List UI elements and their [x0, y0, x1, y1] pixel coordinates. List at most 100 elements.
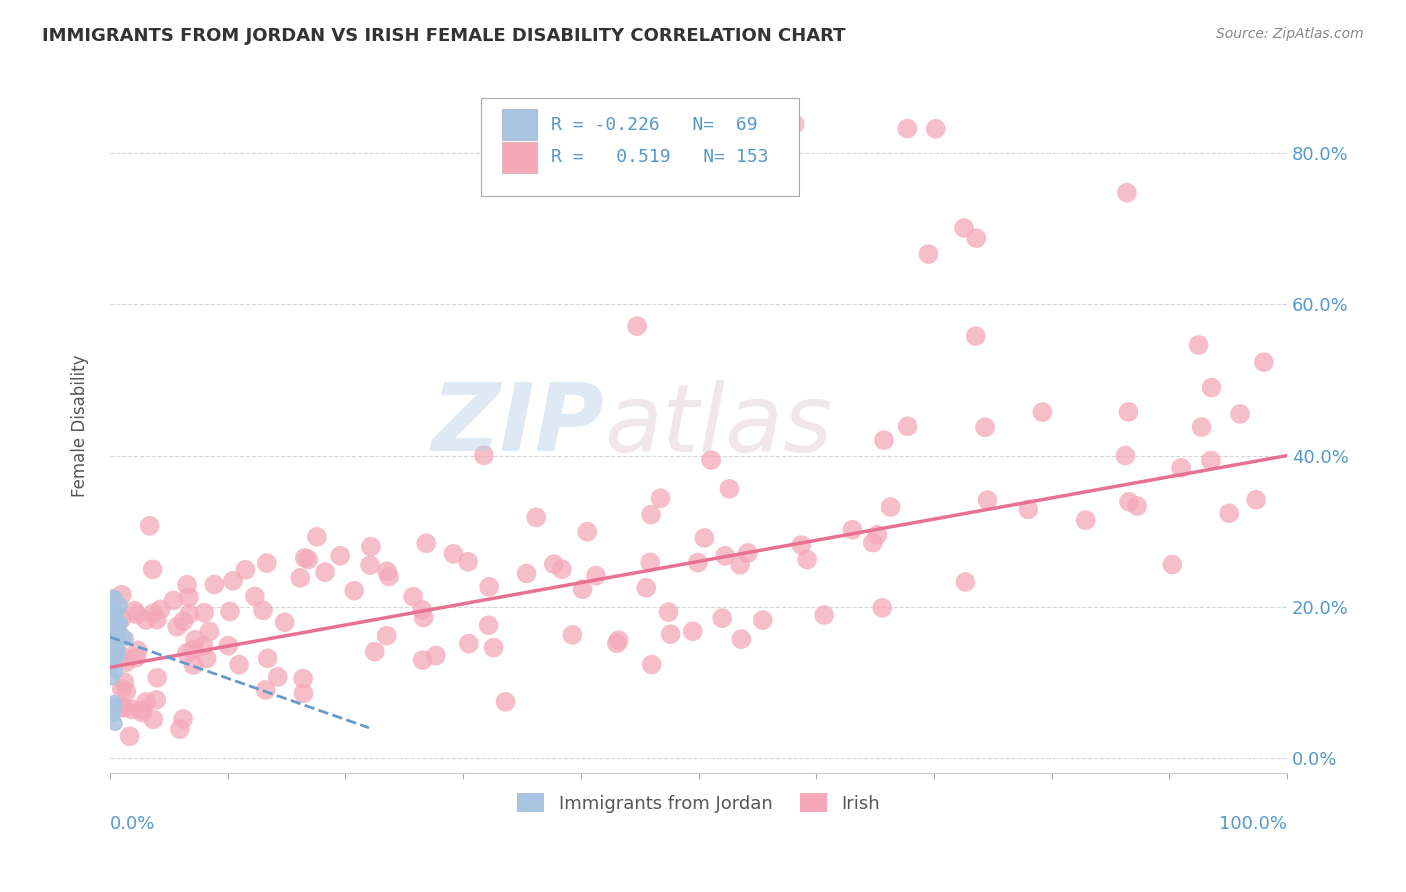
Point: [104, 640, 127, 654]
Point: [110, 615, 132, 630]
Point: [125, 607, 148, 622]
Point: [228, 657, 250, 672]
Point: [626, 319, 648, 334]
Point: [294, 550, 316, 565]
Legend: Immigrants from Jordan, Irish: Immigrants from Jordan, Irish: [510, 786, 887, 820]
Point: [917, 247, 939, 261]
Text: ZIP: ZIP: [432, 379, 605, 471]
Text: atlas: atlas: [605, 380, 832, 471]
Point: [100, 632, 122, 647]
Point: [107, 644, 129, 658]
Point: [100, 647, 122, 661]
Point: [101, 607, 124, 622]
Point: [135, 613, 157, 627]
Point: [103, 629, 125, 643]
Point: [571, 582, 593, 596]
Point: [104, 603, 127, 617]
Point: [101, 642, 124, 657]
Point: [111, 648, 134, 663]
Point: [100, 639, 122, 653]
Point: [576, 524, 599, 539]
Point: [162, 593, 184, 607]
Point: [879, 500, 901, 514]
Point: [198, 624, 221, 639]
Point: [953, 221, 976, 235]
Point: [256, 651, 278, 665]
Point: [728, 558, 751, 572]
Point: [100, 660, 122, 674]
Point: [104, 618, 127, 632]
Point: [105, 632, 128, 647]
FancyBboxPatch shape: [502, 109, 537, 140]
Point: [107, 630, 129, 644]
Point: [254, 682, 277, 697]
Point: [783, 117, 806, 131]
Point: [100, 656, 122, 670]
Point: [101, 631, 124, 645]
Point: [100, 602, 122, 616]
Point: [100, 624, 122, 638]
Point: [974, 420, 997, 434]
Point: [104, 646, 127, 660]
Point: [142, 562, 165, 576]
Point: [111, 700, 134, 714]
Text: IMMIGRANTS FROM JORDAN VS IRISH FEMALE DISABILITY CORRELATION CHART: IMMIGRANTS FROM JORDAN VS IRISH FEMALE D…: [42, 27, 845, 45]
Point: [585, 568, 607, 582]
Point: [202, 577, 225, 591]
Point: [925, 121, 948, 136]
Point: [104, 665, 127, 679]
Point: [1244, 492, 1267, 507]
Point: [457, 555, 479, 569]
Point: [636, 581, 658, 595]
Point: [115, 655, 138, 669]
Point: [110, 599, 132, 613]
Point: [659, 627, 682, 641]
Point: [1074, 513, 1097, 527]
Point: [172, 712, 194, 726]
Point: [222, 574, 245, 588]
Point: [292, 672, 315, 686]
Point: [1114, 449, 1136, 463]
Point: [100, 630, 122, 644]
Point: [100, 614, 122, 628]
Point: [104, 640, 127, 655]
Point: [111, 588, 134, 602]
Point: [105, 648, 128, 662]
Point: [115, 632, 138, 646]
Point: [125, 650, 148, 665]
Text: 0.0%: 0.0%: [110, 815, 156, 833]
Point: [1253, 355, 1275, 369]
Point: [482, 640, 505, 655]
Point: [131, 706, 153, 720]
Point: [441, 547, 464, 561]
Point: [472, 448, 495, 462]
Point: [256, 556, 278, 570]
Point: [100, 621, 122, 635]
Point: [682, 624, 704, 639]
Point: [714, 549, 737, 563]
Point: [111, 612, 134, 626]
Point: [524, 510, 547, 524]
Point: [100, 631, 122, 645]
Point: [495, 695, 517, 709]
Point: [360, 540, 382, 554]
Point: [965, 329, 987, 343]
Point: [100, 618, 122, 632]
Point: [1187, 338, 1209, 352]
Point: [217, 639, 239, 653]
Point: [145, 693, 167, 707]
Point: [252, 603, 274, 617]
Point: [103, 609, 125, 624]
Text: R = -0.226   N=  69: R = -0.226 N= 69: [551, 116, 758, 134]
Point: [638, 556, 661, 570]
Text: 100.0%: 100.0%: [1219, 815, 1286, 833]
Point: [149, 602, 172, 616]
Point: [1199, 453, 1222, 467]
Point: [1161, 558, 1184, 572]
Point: [195, 651, 218, 665]
Point: [700, 453, 723, 467]
Point: [107, 648, 129, 662]
Point: [235, 563, 257, 577]
Point: [100, 616, 122, 631]
Point: [104, 716, 127, 731]
